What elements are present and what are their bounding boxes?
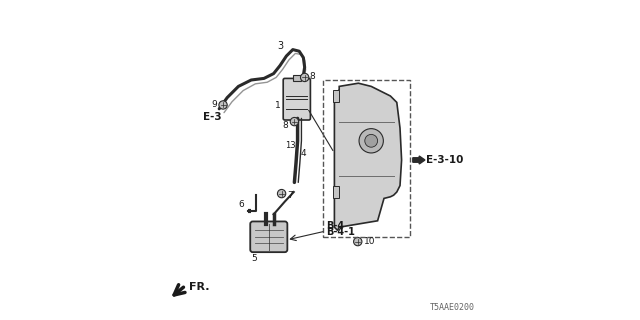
Text: B-4: B-4 (326, 220, 344, 231)
Text: B-4-1: B-4-1 (326, 227, 355, 237)
Text: 9: 9 (211, 100, 217, 109)
Circle shape (301, 73, 309, 82)
Bar (323, 80, 410, 237)
FancyArrow shape (413, 156, 425, 164)
Text: 3: 3 (277, 41, 283, 52)
Text: 5: 5 (252, 254, 257, 263)
Text: 1: 1 (275, 101, 281, 110)
Text: 8: 8 (282, 121, 288, 130)
Text: 6: 6 (238, 200, 244, 209)
Bar (333, 186, 339, 198)
Polygon shape (334, 83, 402, 230)
Circle shape (290, 117, 298, 126)
FancyBboxPatch shape (283, 78, 310, 120)
Text: 4: 4 (301, 149, 307, 158)
FancyBboxPatch shape (292, 75, 301, 81)
Circle shape (278, 189, 286, 198)
FancyBboxPatch shape (250, 221, 287, 252)
Text: 7: 7 (287, 191, 292, 200)
Text: 8: 8 (310, 72, 316, 81)
Text: 13: 13 (285, 141, 296, 150)
Text: 10: 10 (364, 237, 376, 246)
Text: T5AAE0200: T5AAE0200 (430, 303, 475, 312)
Circle shape (365, 134, 378, 147)
Text: E-3-10: E-3-10 (426, 155, 463, 165)
Bar (333, 90, 339, 102)
Circle shape (219, 101, 227, 109)
Text: FR.: FR. (189, 282, 209, 292)
Text: E-3: E-3 (204, 112, 222, 122)
Circle shape (353, 237, 362, 246)
Circle shape (359, 129, 383, 153)
